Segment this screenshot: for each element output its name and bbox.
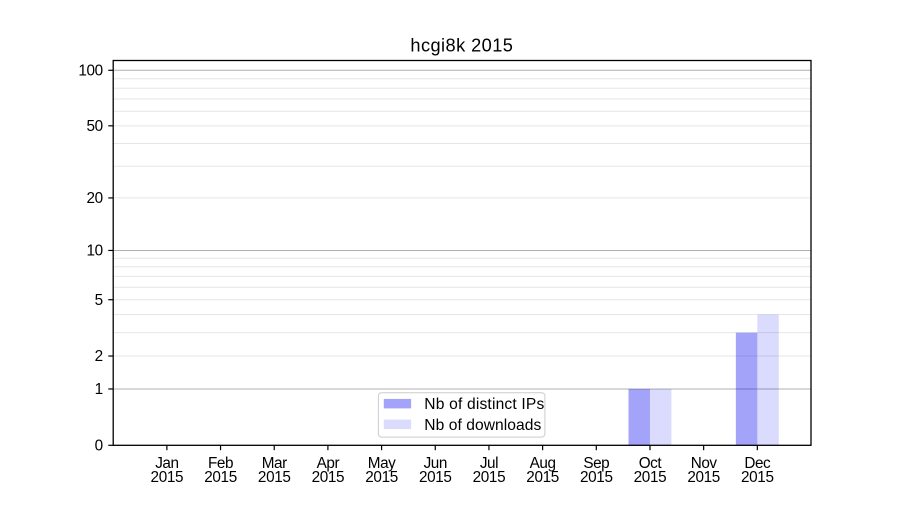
svg-text:10: 10 [86,243,102,260]
svg-text:2015: 2015 [741,469,774,486]
svg-text:Oct: Oct [639,455,663,472]
svg-text:Nb of distinct IPs: Nb of distinct IPs [424,396,544,413]
svg-text:Mar: Mar [262,455,287,472]
svg-text:50: 50 [86,118,102,135]
svg-text:hcgi8k 2015: hcgi8k 2015 [410,36,513,56]
svg-text:May: May [368,455,396,472]
svg-text:Aug: Aug [530,455,556,472]
svg-text:2015: 2015 [526,469,559,486]
svg-text:Apr: Apr [317,455,340,472]
svg-text:1: 1 [95,381,103,398]
svg-text:2015: 2015 [687,469,720,486]
svg-text:2015: 2015 [634,469,667,486]
svg-text:Dec: Dec [744,455,771,472]
svg-text:2015: 2015 [204,469,237,486]
svg-text:Jan: Jan [155,455,178,472]
svg-text:Nov: Nov [691,455,718,472]
svg-text:Jun: Jun [424,455,447,472]
svg-text:Feb: Feb [208,455,233,472]
svg-text:Nb of downloads: Nb of downloads [424,417,541,434]
svg-text:2015: 2015 [365,469,398,486]
svg-text:20: 20 [86,190,102,207]
svg-text:Sep: Sep [583,455,609,472]
svg-text:2015: 2015 [580,469,613,486]
svg-text:2015: 2015 [473,469,506,486]
svg-text:2: 2 [95,348,103,365]
svg-text:2015: 2015 [258,469,291,486]
svg-text:Jul: Jul [480,455,498,472]
svg-text:2015: 2015 [151,469,184,486]
svg-text:5: 5 [95,292,103,309]
svg-text:2015: 2015 [419,469,452,486]
svg-text:0: 0 [95,438,103,455]
svg-text:100: 100 [78,63,102,80]
svg-text:2015: 2015 [312,469,345,486]
